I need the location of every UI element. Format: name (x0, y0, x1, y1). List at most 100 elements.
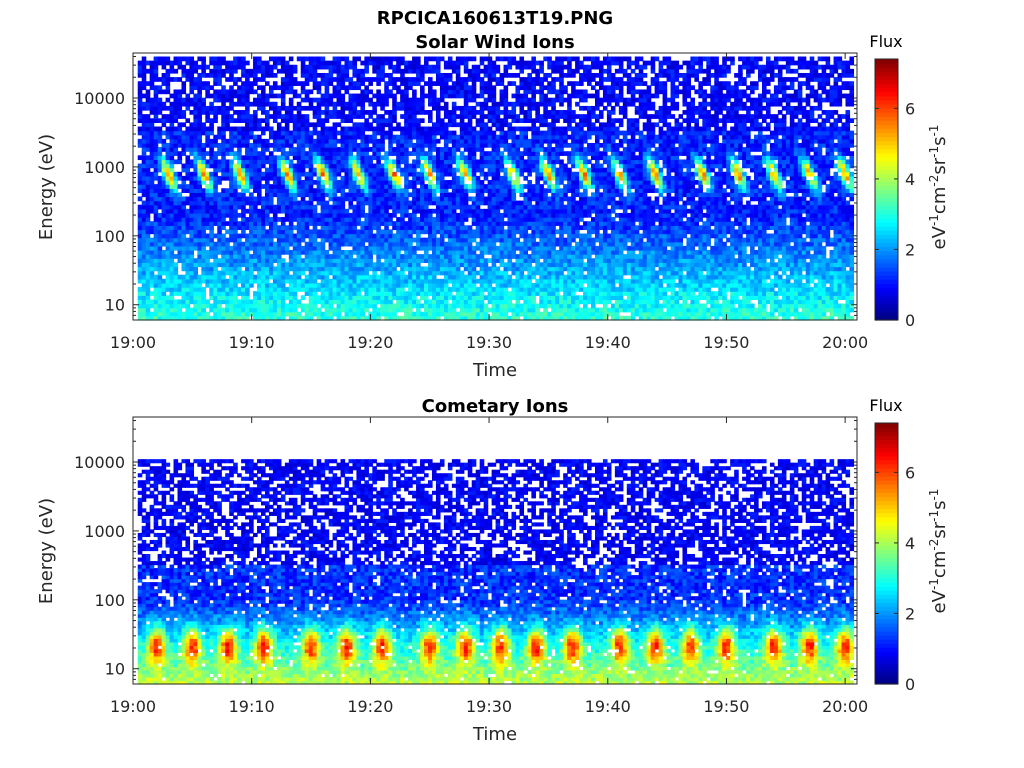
heatmap-cell (161, 225, 167, 231)
heatmap-cell (261, 241, 266, 247)
heatmap-cell (523, 258, 529, 263)
heatmap-cell (431, 278, 437, 284)
heatmap-cell (821, 282, 827, 288)
heatmap-cell (511, 262, 517, 268)
heatmap-cell (237, 274, 242, 280)
heatmap-cell (356, 217, 362, 222)
heatmap-cell (328, 229, 334, 235)
heatmap-cell (471, 282, 477, 288)
heatmap-cell (221, 204, 226, 210)
heatmap-cell (447, 258, 453, 263)
heatmap-cell (145, 254, 151, 259)
heatmap-cell (161, 200, 167, 206)
heatmap-cell (567, 262, 572, 268)
heatmap-cell (344, 237, 350, 243)
heatmap-cell (257, 266, 262, 272)
heatmap-cell (173, 287, 179, 292)
heatmap-cell (618, 254, 624, 259)
heatmap-cell (471, 250, 477, 255)
heatmap-cell (141, 208, 147, 214)
heatmap-cell (249, 270, 254, 276)
heatmap-cell (610, 262, 616, 268)
heatmap-cell (388, 278, 393, 284)
heatmap-cell (233, 303, 238, 309)
heatmap-cell (288, 237, 294, 243)
heatmap-cell (483, 274, 489, 280)
heatmap-cell (280, 282, 286, 288)
heatmap-cell (328, 303, 334, 309)
heatmap-cell (157, 282, 163, 288)
heatmap-cell (268, 299, 274, 305)
heatmap-cell (726, 208, 731, 214)
heatmap-cell (237, 262, 242, 268)
heatmap-cell (602, 287, 608, 292)
heatmap-cell (722, 217, 727, 222)
heatmap-cell (261, 307, 266, 313)
heatmap-cell (229, 192, 234, 198)
heatmap-cell (225, 208, 230, 214)
heatmap-cell (595, 254, 600, 259)
heatmap-cell (225, 299, 230, 305)
heatmap-cell (348, 307, 354, 313)
heatmap-cell (650, 274, 656, 280)
heatmap-cell (833, 204, 839, 210)
heatmap-cell (336, 200, 342, 206)
heatmap-cell (730, 295, 735, 301)
heatmap-cell (225, 196, 230, 202)
heatmap-cell (591, 241, 596, 247)
heatmap-cell (658, 258, 664, 263)
heatmap-cell (392, 295, 397, 301)
heatmap-cell (439, 204, 445, 210)
heatmap-cell (515, 237, 521, 243)
heatmap-cell (563, 311, 568, 317)
heatmap-cell (209, 245, 214, 251)
heatmap-cell (527, 233, 532, 239)
heatmap-cell (495, 217, 501, 222)
heatmap-cell (149, 241, 155, 247)
heatmap-cell (710, 221, 715, 226)
heatmap-cell (825, 307, 831, 313)
heatmap-cell (412, 291, 417, 296)
heatmap-cell (606, 221, 612, 226)
heatmap-cell (726, 307, 731, 313)
heatmap-cell (181, 250, 187, 255)
heatmap-cell (368, 221, 373, 226)
heatmap-cell (769, 221, 775, 226)
heatmap-cell (221, 315, 226, 321)
heatmap-cell (348, 237, 354, 243)
heatmap-cell (610, 217, 616, 222)
heatmap-cell (336, 254, 342, 259)
heatmap-cell (630, 282, 636, 288)
heatmap-cell (706, 254, 711, 259)
heatmap-cell (622, 233, 628, 239)
heatmap-cell (694, 278, 699, 284)
heatmap-cell (738, 241, 743, 247)
heatmap-cell (451, 221, 457, 226)
heatmap-cell (245, 208, 250, 214)
heatmap-cell (197, 315, 202, 321)
heatmap-cell (523, 229, 529, 235)
heatmap-cell (412, 245, 417, 251)
heatmap-cell (177, 200, 183, 206)
heatmap-cell (801, 266, 807, 272)
heatmap-cell (781, 291, 787, 296)
heatmap-cell (666, 274, 672, 280)
heatmap-cell (678, 291, 684, 296)
heatmap-cell (229, 274, 234, 280)
heatmap-cell (626, 196, 632, 202)
heatmap-cell (352, 266, 358, 272)
heatmap-cell (571, 291, 576, 296)
heatmap-cell (439, 291, 445, 296)
heatmap-cell (439, 299, 445, 305)
heatmap-cell (475, 299, 481, 305)
heatmap-cell (583, 303, 588, 309)
heatmap-cell (276, 291, 282, 296)
heatmap-cell (809, 311, 815, 317)
heatmap-cell (153, 299, 159, 305)
heatmap-cell (654, 241, 660, 247)
heatmap-cell (348, 217, 354, 222)
heatmap-cell (312, 287, 318, 292)
heatmap-cell (233, 204, 238, 210)
heatmap-cell (312, 221, 318, 226)
heatmap-cell (344, 291, 350, 296)
